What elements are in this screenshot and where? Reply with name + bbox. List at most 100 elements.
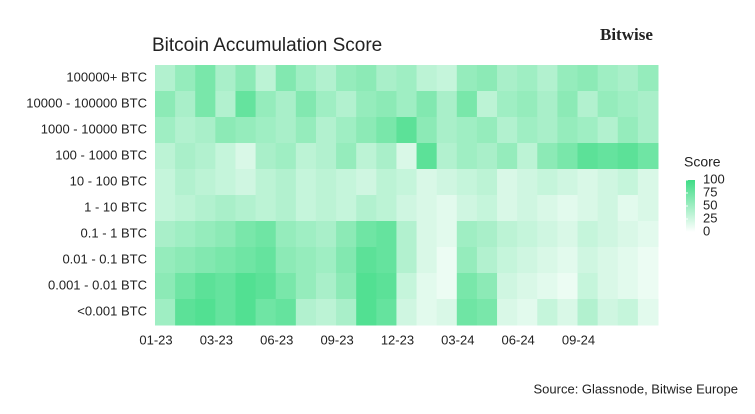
row-label: 10000 - 100000 BTC	[26, 95, 147, 110]
heat-cell	[436, 117, 458, 144]
heat-cell	[497, 65, 518, 92]
heat-cell	[376, 117, 397, 144]
heat-cell	[637, 169, 659, 196]
heat-cell	[637, 143, 659, 170]
heat-cell	[436, 299, 458, 326]
heat-cell	[396, 247, 418, 274]
heat-cell	[155, 117, 176, 144]
heat-cell	[356, 299, 377, 326]
heat-cell	[195, 65, 216, 92]
heat-cell	[275, 247, 297, 274]
heat-cell	[215, 247, 236, 274]
heat-cell	[376, 273, 397, 300]
heat-cell	[577, 221, 599, 248]
heat-cell	[396, 273, 418, 300]
heat-cell	[175, 65, 196, 92]
heat-cell	[295, 91, 317, 118]
heat-cell	[517, 299, 538, 326]
heat-cell	[315, 169, 337, 196]
heat-cell	[436, 143, 458, 170]
heat-cell	[295, 247, 317, 274]
heat-cell	[275, 169, 297, 196]
heat-cell	[315, 299, 337, 326]
heat-cell	[255, 169, 277, 196]
heat-cell	[557, 117, 579, 144]
heat-cell	[637, 91, 659, 118]
heat-cell	[376, 247, 397, 274]
heat-cell	[436, 273, 458, 300]
heat-cell	[215, 91, 236, 118]
heat-cell	[215, 195, 236, 222]
heat-cell	[235, 273, 257, 300]
heat-cell	[436, 195, 458, 222]
heat-cell	[577, 91, 599, 118]
x-tick-label: 03-23	[200, 332, 233, 347]
heat-cell	[416, 195, 438, 222]
heat-cell	[235, 195, 257, 222]
heat-cell	[155, 195, 176, 222]
heat-cell	[436, 65, 458, 92]
heat-cell	[396, 117, 418, 144]
heat-cell	[476, 65, 498, 92]
heat-cell	[517, 65, 538, 92]
heat-cell	[597, 299, 619, 326]
heat-cell	[416, 299, 438, 326]
color-tick-label: 50	[703, 197, 717, 212]
x-tick-label: 03-24	[441, 332, 474, 347]
heat-cell	[255, 91, 277, 118]
row-label: 100 - 1000 BTC	[55, 147, 147, 162]
heat-cell	[456, 91, 478, 118]
heat-cell	[175, 169, 196, 196]
color-tick-label: 75	[703, 184, 717, 199]
heat-cell	[476, 143, 498, 170]
heat-cell	[295, 299, 317, 326]
heat-cell	[436, 91, 458, 118]
heat-cell	[517, 221, 538, 248]
heat-cell	[517, 247, 538, 274]
heat-cell	[255, 65, 277, 92]
heat-cell	[557, 247, 579, 274]
heat-cell	[275, 273, 297, 300]
heat-cell	[497, 143, 518, 170]
heat-cell	[396, 169, 418, 196]
heat-cell	[537, 91, 558, 118]
heat-cell	[255, 117, 277, 144]
heat-cell	[497, 273, 518, 300]
heat-cell	[275, 143, 297, 170]
heat-cell	[597, 195, 619, 222]
heat-cell	[497, 247, 518, 274]
color-tick-label: 0	[703, 223, 710, 238]
heat-cell	[577, 195, 599, 222]
heat-cell	[195, 195, 216, 222]
heat-cell	[255, 221, 277, 248]
heat-cell	[315, 273, 337, 300]
heat-cell	[155, 143, 176, 170]
heat-cell	[356, 221, 377, 248]
heat-cell	[175, 221, 196, 248]
heat-cell	[617, 117, 639, 144]
heat-cell	[456, 247, 478, 274]
heat-cell	[215, 299, 236, 326]
heat-cell	[255, 195, 277, 222]
heat-cell	[235, 221, 257, 248]
heat-cell	[295, 273, 317, 300]
heat-cell	[255, 273, 277, 300]
heat-cell	[476, 91, 498, 118]
heat-cell	[315, 195, 337, 222]
heat-cell	[376, 65, 397, 92]
heat-cell	[416, 247, 438, 274]
heat-cell	[175, 143, 196, 170]
heat-cell	[155, 91, 176, 118]
heat-cell	[356, 195, 377, 222]
heat-cell	[456, 65, 478, 92]
heat-cell	[396, 65, 418, 92]
heat-cell	[416, 91, 438, 118]
heat-cell	[195, 143, 216, 170]
heat-cell	[275, 65, 297, 92]
heat-cell	[597, 247, 619, 274]
heat-cell	[356, 143, 377, 170]
heat-cell	[597, 91, 619, 118]
heat-cell	[456, 195, 478, 222]
heat-cell	[456, 273, 478, 300]
heat-cell	[537, 117, 558, 144]
